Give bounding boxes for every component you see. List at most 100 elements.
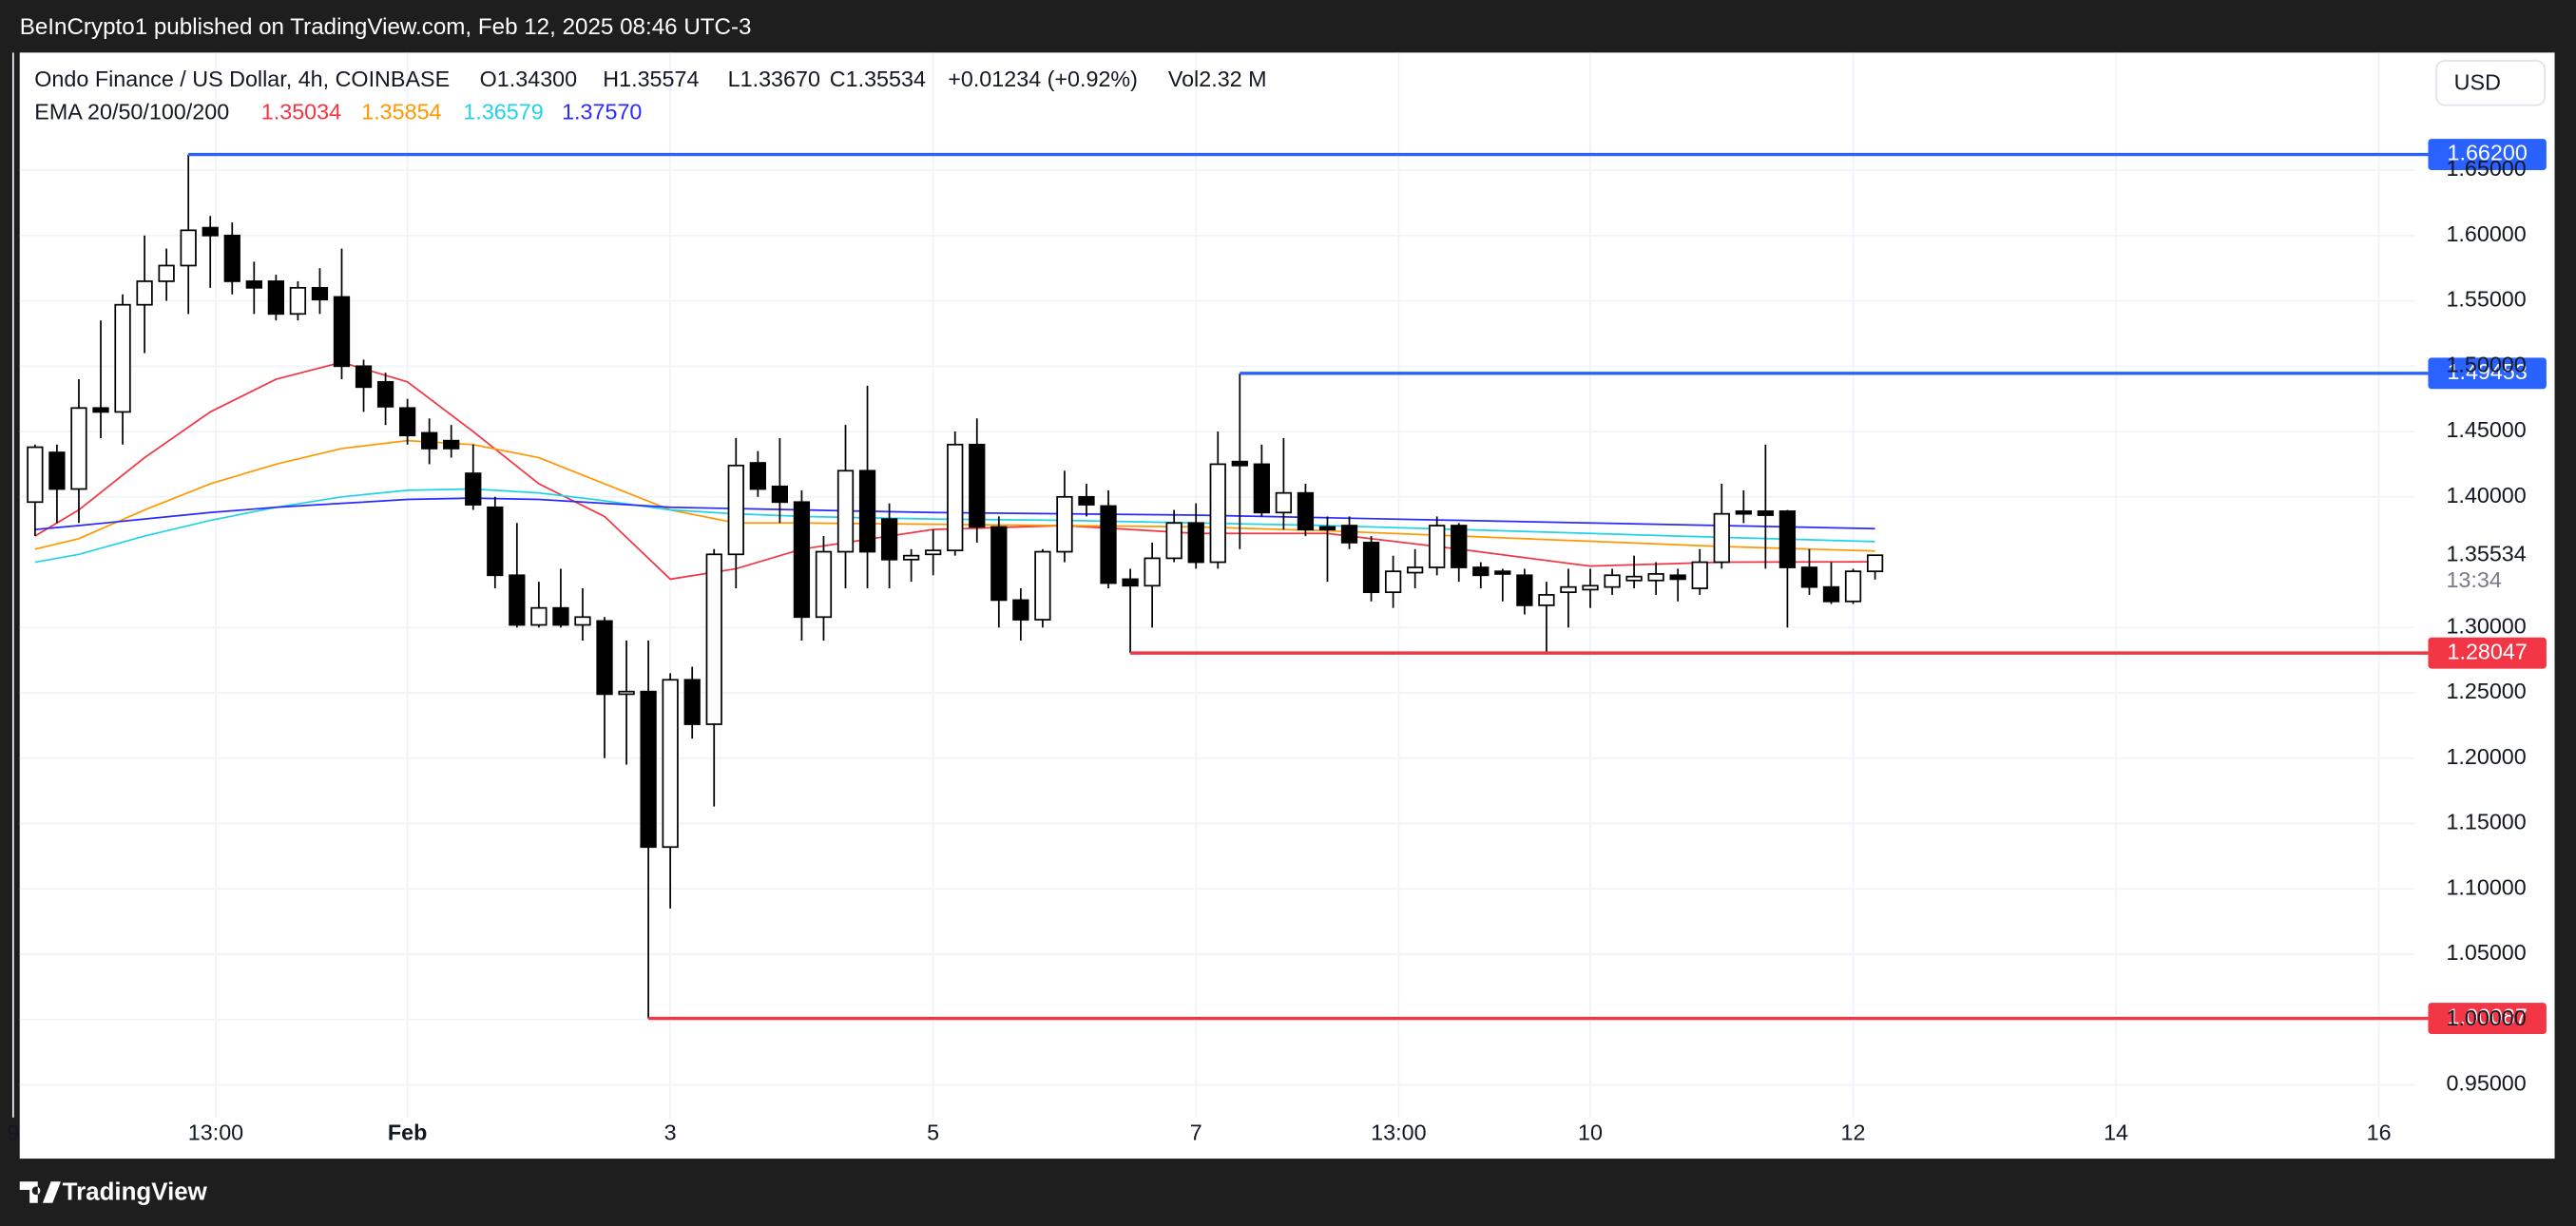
ema-legend-value: 1.35034 — [261, 99, 341, 124]
x-tick-label: 14 — [2104, 1120, 2128, 1144]
x-tick-label: 10 — [1578, 1120, 1603, 1144]
ohlc-volume: Vol2.32 M — [1168, 67, 1267, 91]
candle-body-up — [1034, 550, 1051, 621]
x-tick-label: 13:00 — [188, 1120, 243, 1144]
candle-body-down — [793, 501, 811, 619]
y-tick-label: 1.05000 — [2446, 940, 2526, 965]
ema-legend-value: 1.37570 — [562, 99, 642, 124]
candle-body-down — [355, 365, 373, 389]
footer-logo: TradingView — [19, 1178, 208, 1205]
candle-body-down — [398, 407, 416, 437]
candle-body-down — [48, 451, 66, 490]
candle-body-down — [969, 443, 986, 528]
candle-body-up — [1384, 570, 1402, 594]
candle-body-up — [1407, 566, 1424, 574]
candle-body-down — [1297, 491, 1315, 531]
ohlc-close: C1.35534 — [830, 67, 926, 91]
candle-body-up — [618, 690, 635, 696]
candle-body-up — [1429, 525, 1446, 568]
candle-body-down — [509, 574, 526, 626]
candle-body-up — [530, 606, 548, 626]
candles — [27, 154, 1884, 1019]
currency-button-box[interactable] — [2435, 60, 2547, 106]
level-label: 1.49453 — [2448, 359, 2528, 384]
y-tick-label: 1.60000 — [2446, 221, 2526, 246]
candle-body-up — [902, 554, 920, 561]
candle-body-down — [421, 431, 438, 450]
candle-body-up — [1144, 557, 1161, 587]
x-tick-label: 9 — [7, 1120, 19, 1144]
x-tick-label: 7 — [1190, 1120, 1202, 1144]
symbol-title: Ondo Finance / US Dollar, 4h, COINBASE — [34, 67, 450, 91]
candle-body-up — [1056, 495, 1073, 553]
ema-line — [34, 361, 1875, 581]
y-tick-label: 1.50000 — [2446, 352, 2526, 376]
candle-body-down — [333, 296, 351, 368]
x-tick-label: 3 — [664, 1120, 677, 1144]
x-tick-label: 16 — [2367, 1120, 2392, 1144]
candle-body-down — [552, 606, 569, 626]
candle-body-up — [947, 443, 964, 552]
axes: 9 13:00 Feb 3 5 7 13:00 10 12 14 160.950001.000001… — [7, 156, 2553, 1144]
candle-body-up — [114, 303, 131, 413]
currency-button-label[interactable]: USD — [2454, 69, 2501, 94]
currency-button[interactable]: USD — [2435, 60, 2547, 106]
x-tick-label: Feb — [388, 1120, 427, 1144]
candle-body-up — [1538, 594, 1555, 606]
candle-body-down — [1494, 570, 1511, 575]
candle-body-up — [815, 550, 833, 619]
candle-body-down — [1253, 463, 1270, 514]
last-price-label: 1.35534 — [2446, 541, 2526, 565]
x-tick-label: 5 — [927, 1120, 939, 1144]
candle-body-up — [1647, 573, 1664, 582]
candle-body-down — [1012, 599, 1029, 621]
footer-brand: TradingView — [63, 1178, 208, 1205]
candle-body-down — [749, 462, 766, 490]
countdown-label: 13:34 — [2446, 567, 2501, 592]
y-tick-label: 1.25000 — [2446, 679, 2526, 703]
candle-body-down — [683, 679, 701, 725]
candle-body-up — [705, 553, 722, 725]
chart-area — [19, 52, 2555, 1159]
candle-body-up — [1582, 584, 1599, 591]
candle-body-up — [662, 679, 679, 849]
candle-body-down — [1757, 510, 1775, 516]
logo-icon — [19, 1181, 61, 1203]
y-tick-label: 1.45000 — [2446, 417, 2526, 442]
y-tick-label: 1.65000 — [2446, 156, 2526, 181]
level-label-box — [2428, 1003, 2547, 1034]
y-tick-label: 1.10000 — [2446, 874, 2526, 899]
candle-body-up — [1275, 491, 1293, 514]
level-label: 1.00087 — [2448, 1005, 2528, 1029]
candle-body-up — [1713, 512, 1730, 564]
candle-body-down — [92, 407, 109, 413]
y-tick-label: 1.30000 — [2446, 613, 2526, 638]
candle-body-down — [1451, 525, 1468, 568]
candle-body-down — [1516, 574, 1533, 606]
level-label-box — [2428, 357, 2547, 390]
y-tick-label: 1.15000 — [2446, 810, 2526, 834]
candle-body-down — [1100, 505, 1117, 584]
candle-body-down — [858, 469, 876, 553]
candle-body-up — [1209, 463, 1226, 564]
candle-body-up — [1691, 561, 1708, 589]
candle-body-down — [1078, 495, 1095, 506]
candle-body-down — [465, 472, 482, 506]
y-tick-label: 0.95000 — [2446, 1071, 2526, 1096]
candle-body-up — [1625, 575, 1643, 582]
candle-body-down — [1340, 525, 1358, 544]
candle-body-down — [1472, 566, 1490, 577]
candle-body-down — [245, 280, 262, 289]
candle-body-down — [376, 380, 394, 408]
candle-body-up — [180, 229, 197, 267]
candle-body-down — [202, 226, 219, 237]
candle-body-up — [727, 464, 744, 556]
level-label: 1.66200 — [2448, 141, 2528, 165]
candle-body-up — [574, 616, 591, 626]
publish-info: BeInCrypto1 published on TradingView.com… — [20, 14, 752, 40]
candle-body-up — [289, 286, 307, 316]
y-tick-label: 1.40000 — [2446, 483, 2526, 508]
y-tick-label: 1.20000 — [2446, 744, 2526, 769]
